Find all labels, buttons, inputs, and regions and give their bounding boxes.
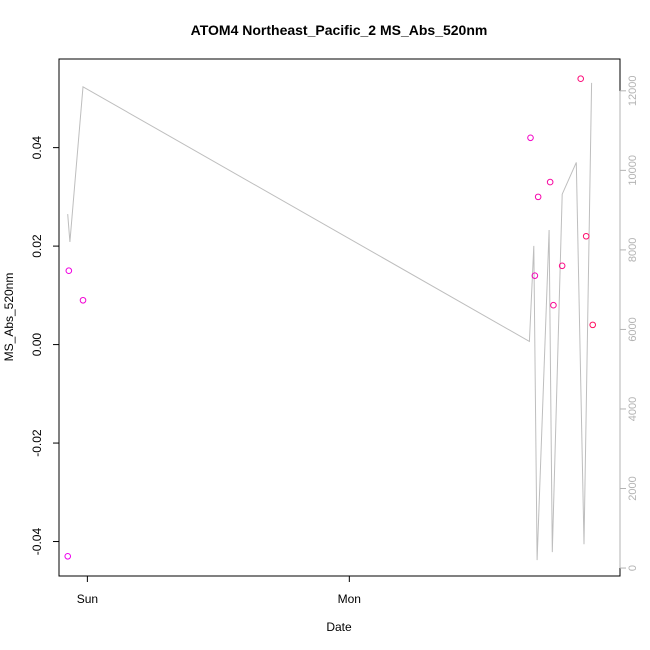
data-point bbox=[550, 301, 557, 309]
y-tick-label: 0.02 bbox=[30, 234, 44, 258]
data-point bbox=[527, 134, 534, 142]
x-tick-label: Sun bbox=[77, 592, 98, 606]
data-point bbox=[79, 296, 87, 304]
left-axis-point-series bbox=[64, 75, 597, 560]
y2-tick-label: 12000 bbox=[627, 76, 639, 107]
y2-tick-label: 8000 bbox=[627, 238, 639, 262]
data-point bbox=[582, 232, 590, 240]
x-axis-label: Date bbox=[326, 620, 352, 634]
y2-tick-label: 0 bbox=[627, 565, 639, 571]
right-axis-line-series bbox=[67, 82, 593, 561]
y-axis-label: MS_Abs_520nm bbox=[2, 273, 16, 362]
series-line bbox=[67, 82, 593, 561]
y-tick-label: 0.00 bbox=[30, 333, 44, 357]
chart-title: ATOM4 Northeast_Pacific_2 MS_Abs_520nm bbox=[191, 22, 488, 38]
x-tick-label: Mon bbox=[338, 592, 361, 606]
data-point bbox=[65, 267, 73, 275]
data-point bbox=[64, 553, 72, 560]
y-axis-left: -0.04 -0.02 0.00 0.02 0.04 bbox=[30, 136, 60, 556]
data-point bbox=[577, 75, 585, 82]
y-tick-label: 0.04 bbox=[30, 136, 44, 160]
y-axis-right: 0 2000 4000 6000 8000 10000 12000 bbox=[619, 76, 639, 571]
data-point bbox=[531, 272, 539, 279]
data-point bbox=[558, 262, 566, 270]
x-axis: Sun Mon bbox=[77, 575, 361, 606]
y-tick-label: -0.04 bbox=[30, 528, 44, 556]
y-tick-label: -0.02 bbox=[30, 429, 44, 457]
y2-tick-label: 4000 bbox=[627, 397, 639, 421]
data-point bbox=[589, 321, 597, 329]
plot-frame bbox=[58, 58, 621, 577]
y2-tick-label: 10000 bbox=[627, 155, 639, 186]
data-point bbox=[546, 178, 554, 186]
data-point bbox=[534, 193, 542, 201]
y2-tick-label: 2000 bbox=[627, 476, 639, 500]
y2-tick-label: 6000 bbox=[627, 317, 639, 341]
